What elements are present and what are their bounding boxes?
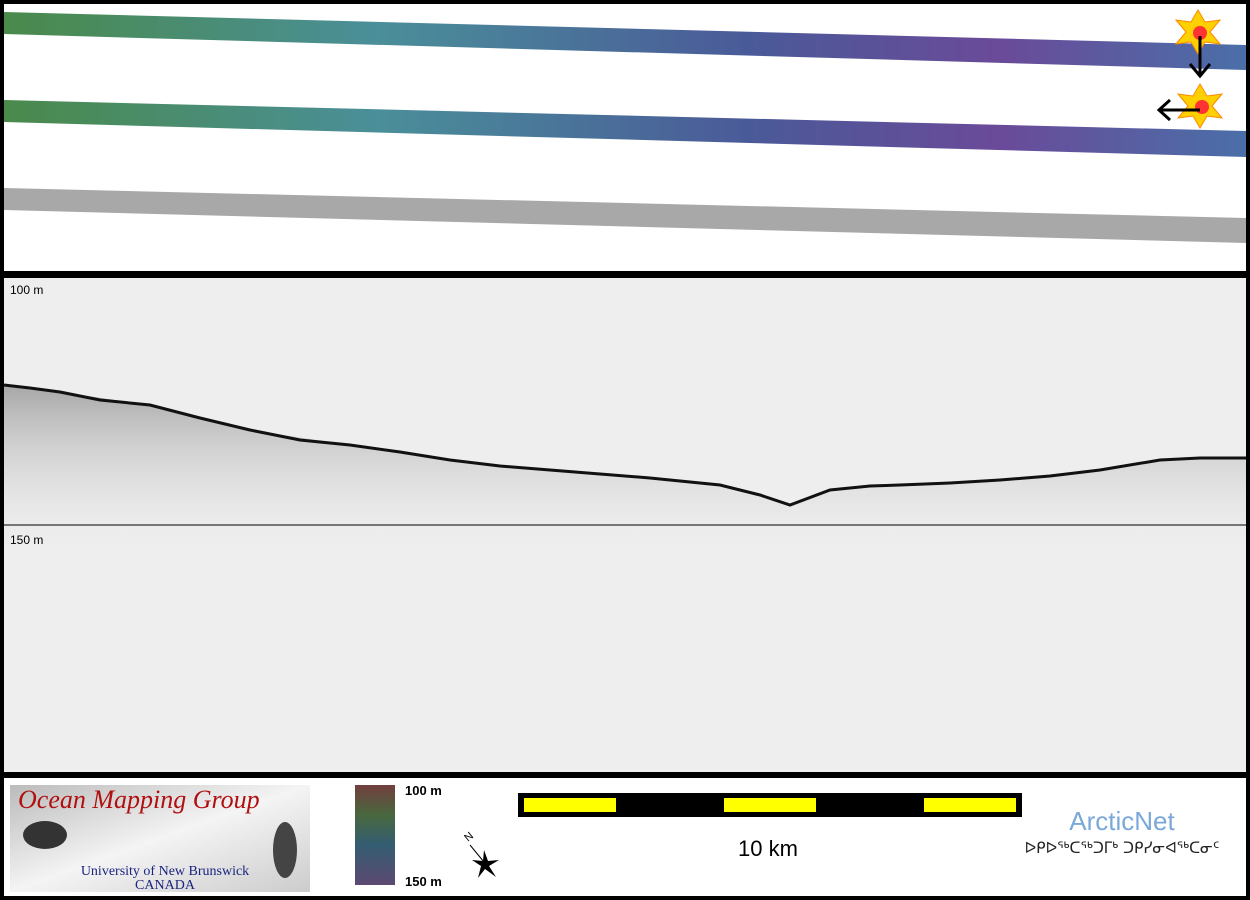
- map-panel: [4, 4, 1246, 271]
- scale-label: 10 km: [738, 836, 798, 861]
- logo-title: Ocean Mapping Group: [18, 785, 260, 814]
- depth-label: 100 m: [10, 283, 43, 297]
- colorbar: [355, 785, 395, 885]
- depth-label: 150 m: [10, 533, 43, 547]
- profile-panel: 100 m 150 m: [3, 278, 1246, 772]
- logo-subtitle: University of New Brunswick: [81, 864, 249, 879]
- colorbar-label: 100 m: [405, 783, 442, 798]
- sun-icon: [1174, 9, 1222, 79]
- arcticnet-name: ArcticNet: [1069, 806, 1175, 836]
- scale-bar: 10 km: [518, 793, 1022, 861]
- footer: Ocean Mapping Group University of New Br…: [4, 778, 1246, 896]
- sun-icon: [1156, 83, 1224, 129]
- arcticnet-syllabics: ᐅᑭᐅᖅᑕᖅᑐᒥᒃ ᑐᑭᓯᓂᐊᖅᑕᓂᑦ: [1025, 839, 1220, 857]
- logo-country: CANADA: [135, 878, 196, 893]
- colorbar-label: 150 m: [405, 874, 442, 889]
